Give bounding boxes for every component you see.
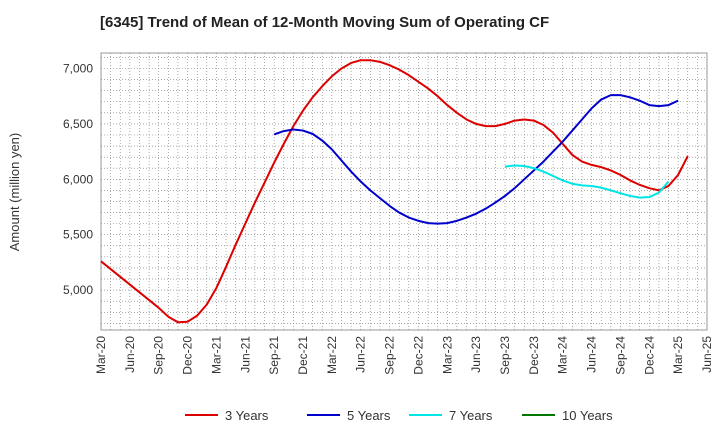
series-line-3-years <box>100 59 689 324</box>
x-tick-label: Sep-24 <box>613 336 627 375</box>
y-tick-label: 7,000 <box>63 62 93 76</box>
legend-label: 7 Years <box>449 408 493 423</box>
y-tick-label: 6,500 <box>63 117 93 131</box>
x-tick-label: Mar-25 <box>671 336 685 374</box>
x-tick-label: Sep-20 <box>152 336 166 375</box>
series-line-7-years <box>504 164 670 199</box>
x-tick-label: Dec-20 <box>181 336 195 375</box>
x-tick-label: Sep-22 <box>383 336 397 375</box>
x-tick-label: Jun-22 <box>354 336 368 373</box>
plot-area <box>100 52 708 331</box>
chart-title: [6345] Trend of Mean of 12-Month Moving … <box>100 14 549 31</box>
x-tick-label: Mar-23 <box>440 336 454 374</box>
y-tick-label: 5,500 <box>63 228 93 242</box>
y-tick-label: 5,000 <box>63 283 93 297</box>
series-line-5-years <box>273 94 679 225</box>
x-tick-label: Sep-21 <box>267 336 281 375</box>
x-tick-label: Jun-25 <box>700 336 714 373</box>
x-tick-label: Jun-23 <box>469 336 483 373</box>
y-tick-labels: 5,000 5,500 6,000 6,500 7,000 <box>63 62 93 298</box>
y-tick-label: 6,000 <box>63 172 93 186</box>
legend-label: 5 Years <box>347 408 391 423</box>
x-tick-label: Mar-20 <box>94 336 108 374</box>
x-tick-label: Dec-22 <box>411 336 425 375</box>
legend-label: 10 Years <box>562 408 613 423</box>
y-axis-label: Amount (million yen) <box>7 133 22 252</box>
x-tick-label: Dec-23 <box>527 336 541 375</box>
x-tick-labels: Mar-20 Jun-20 Sep-20 Dec-20 Mar-21 Jun-21 Sep-… <box>94 336 714 375</box>
y-gridlines <box>101 57 707 324</box>
x-tick-label: Dec-24 <box>642 336 656 375</box>
x-tick-label: Dec-21 <box>296 336 310 375</box>
x-tick-label: Mar-24 <box>556 336 570 374</box>
x-tick-label: Mar-21 <box>209 336 223 374</box>
x-tick-label: Sep-23 <box>498 336 512 375</box>
x-tick-label: Jun-20 <box>123 336 137 373</box>
x-tick-label: Mar-22 <box>325 336 339 374</box>
x-tick-label: Jun-21 <box>238 336 252 373</box>
legend: 3 Years 5 Years 7 Years 10 Years <box>185 408 613 423</box>
series-layer <box>100 59 689 324</box>
legend-label: 3 Years <box>225 408 269 423</box>
x-tick-label: Jun-24 <box>585 336 599 373</box>
